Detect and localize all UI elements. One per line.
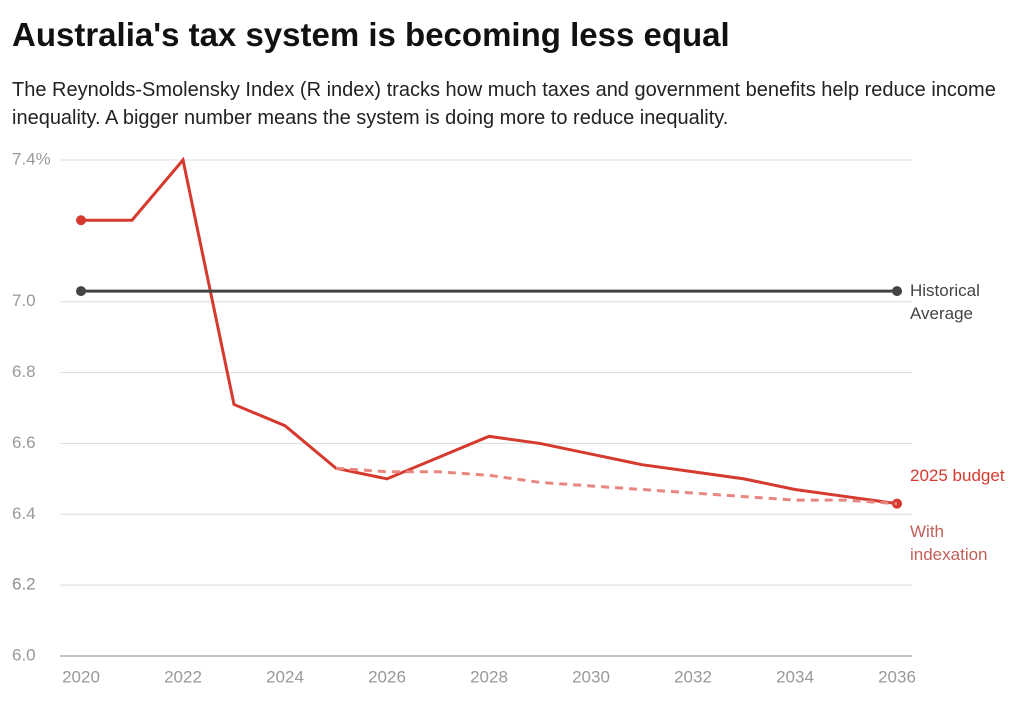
series-line xyxy=(81,156,898,506)
series-label-box: Historical Average xyxy=(910,281,980,324)
x-tick-label: 2024 xyxy=(266,667,304,686)
y-tick-label: 6.2 xyxy=(12,575,36,594)
endpoint-marker xyxy=(892,286,902,297)
x-tick-label: 2022 xyxy=(164,667,202,686)
y-tick-label: 7.0 xyxy=(12,291,36,310)
series-label-box: With indexation xyxy=(910,521,988,564)
series-label-box: 2025 budget xyxy=(910,465,1005,485)
series-line xyxy=(335,466,898,506)
y-tick-label: 6.8 xyxy=(12,362,36,381)
x-tick-label: 2034 xyxy=(776,667,814,686)
y-tick-label: 6.2 xyxy=(12,575,36,594)
x-tick-label: 2030 xyxy=(572,667,610,686)
endpoint-marker xyxy=(76,215,86,226)
chart-subtitle: The Reynolds-Smolensky Index (R index) t… xyxy=(12,79,996,129)
endpoint-marker xyxy=(76,286,86,297)
series-label: 2025 budget xyxy=(910,465,1005,485)
y-tick-label: 6.4 xyxy=(12,504,36,523)
series-label: With indexation xyxy=(910,521,988,564)
y-tick-label: 6.6 xyxy=(12,433,36,452)
x-tick-label: 2026 xyxy=(368,667,406,686)
x-tick-label: 2032 xyxy=(674,667,712,686)
x-tick-label: 2036 xyxy=(878,667,916,686)
y-tick-label: 6.0 xyxy=(12,645,36,664)
x-tick-label: 2028 xyxy=(470,667,508,686)
x-tick-label: 2020 xyxy=(62,667,100,686)
chart-title: Australia's tax system is becoming less … xyxy=(12,16,730,53)
series-label: Historical Average xyxy=(910,281,980,324)
y-tick-label: 7.4% xyxy=(12,149,51,168)
